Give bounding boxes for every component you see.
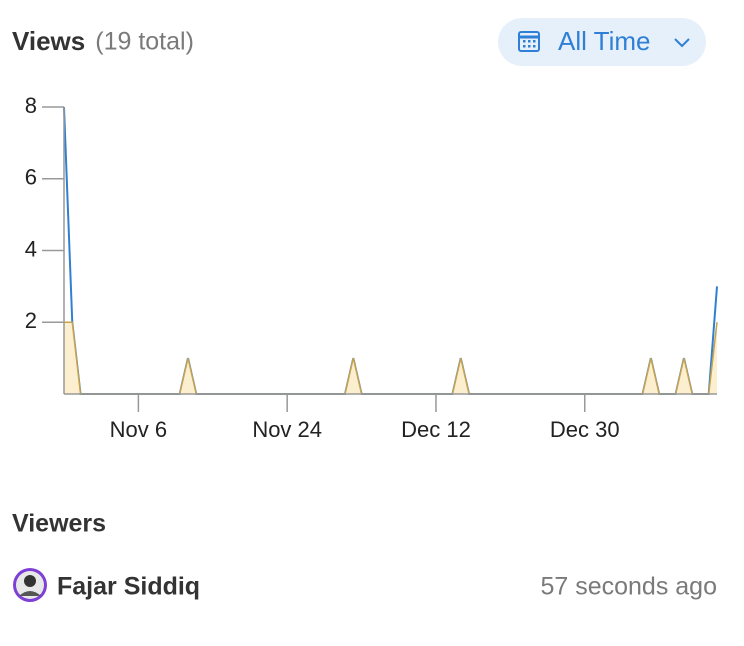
x-tick-label: Dec 12 <box>401 417 471 442</box>
y-tick-label: 4 <box>25 236 37 261</box>
x-tick-label: Nov 24 <box>252 417 322 442</box>
viewer-row[interactable]: Fajar Siddiq 57 seconds ago <box>13 568 717 602</box>
viewer-time: 57 seconds ago <box>540 573 717 601</box>
avatar-body[interactable] <box>19 591 41 596</box>
views-total: (19 total) <box>95 28 194 56</box>
calendar-icon[interactable] <box>518 31 540 52</box>
views-title: Views <box>12 26 85 56</box>
viewer-name[interactable]: Fajar Siddiq <box>57 573 200 601</box>
button-bg[interactable] <box>498 18 706 66</box>
chart: 2 4 6 8 Nov 6 Nov 24 Dec 12 Dec 30 <box>25 93 718 442</box>
area-line <box>64 321 718 395</box>
area-fill <box>64 322 717 394</box>
range-button[interactable]: All Time <box>498 18 706 66</box>
viewers-title: Viewers <box>12 510 106 538</box>
chevron[interactable] <box>674 38 690 48</box>
y-tick-label: 8 <box>25 93 37 118</box>
y-tick-label: 2 <box>25 308 37 333</box>
y-tick-label: 6 <box>25 165 37 190</box>
x-tick-label: Nov 6 <box>110 417 167 442</box>
button-label[interactable]: All Time <box>558 26 650 56</box>
views-line <box>63 106 718 395</box>
avatar-head[interactable] <box>24 575 36 587</box>
x-tick-label: Dec 30 <box>550 417 620 442</box>
